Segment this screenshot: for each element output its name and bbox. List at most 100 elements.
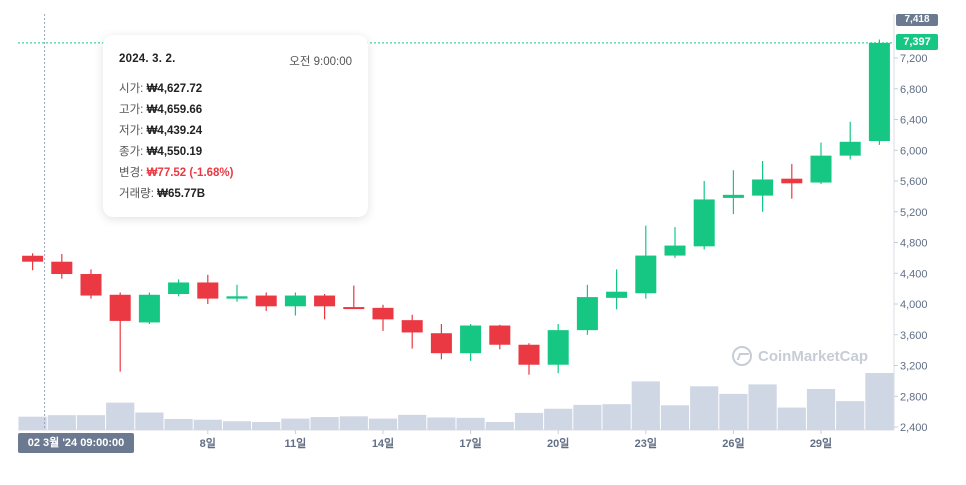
y-tick-label: 6,400 (900, 115, 928, 127)
y-tick-label: 7,200 (900, 53, 928, 65)
volume-bar (427, 417, 456, 430)
volume-bar (836, 401, 865, 430)
y-tick-label: 5,200 (900, 207, 928, 219)
x-tick-label: 17일 (459, 436, 481, 450)
candle-body (576, 297, 598, 331)
candle-body (138, 294, 160, 323)
tooltip-volume-row: 거래량: ₩65.77B (119, 185, 205, 201)
volume-bar (310, 417, 339, 430)
ohlc-tooltip: 2024. 3. 2. 오전 9:00:00 시가: ₩4,627.72 고가:… (103, 35, 368, 217)
coinmarketcap-logo-icon (732, 346, 752, 366)
candle-body (810, 155, 832, 183)
y-tick-label: 4,000 (900, 299, 928, 311)
volume-bar (135, 412, 164, 430)
candle-body (606, 291, 628, 298)
candle-body (372, 307, 394, 320)
volume-bar (252, 422, 281, 430)
x-tick-label: 8일 (200, 436, 216, 450)
volume-bar (777, 407, 806, 430)
high-label: 고가: (119, 104, 144, 116)
y-tick-label: 3,600 (900, 330, 928, 342)
low-value: ₩4,439.24 (146, 125, 203, 137)
x-tick-label: 29일 (810, 436, 832, 450)
volume-bar (690, 386, 719, 430)
high-value: ₩4,659.66 (146, 104, 203, 116)
candle-body (51, 261, 73, 275)
tooltip-time: 오전 9:00:00 (289, 56, 352, 68)
x-tick-label: 23일 (635, 436, 657, 450)
volume-bar (281, 418, 310, 430)
candle-body (489, 325, 511, 345)
candle-body (839, 141, 861, 156)
candle-body (752, 179, 774, 196)
volume-bar (106, 402, 135, 430)
change-label: 변경: (119, 167, 144, 179)
volume-bar (602, 404, 631, 430)
y-tick-label: 4,800 (900, 238, 928, 250)
candle-body (781, 178, 803, 184)
candle-body (255, 295, 277, 307)
candle-body (168, 282, 190, 295)
y-tick-label: 2,400 (900, 422, 928, 434)
tooltip-close-row: 종가: ₩4,550.19 (119, 143, 202, 159)
candle-body (664, 245, 686, 256)
volume-label: 거래량: (119, 188, 154, 200)
x-tick-label: 14일 (372, 436, 394, 450)
watermark: CoinMarketCap (732, 346, 868, 366)
y-tick-label: 6,000 (900, 145, 928, 157)
candle-body (343, 307, 365, 310)
candle-body (80, 274, 102, 296)
candle-body (518, 344, 540, 365)
upper-price-label: 7,418 (896, 14, 938, 26)
candle-body (197, 282, 219, 299)
volume-bar (748, 384, 777, 430)
volume-bar (865, 373, 894, 430)
x-tick-label: 20일 (547, 436, 569, 450)
volume-bar (368, 418, 398, 430)
volume-bar (573, 404, 602, 430)
tooltip-change-row: 변경: ₩77.52 (-1.68%) (119, 164, 234, 180)
change-value: ₩77.52 (-1.68%) (146, 167, 234, 179)
candle-body (430, 333, 452, 354)
candle-body (547, 330, 569, 365)
current-price-label: 7,397 (896, 34, 938, 50)
crosshair-date-label: 02 3월 '24 09:00:00 (18, 433, 134, 453)
candle-body (226, 296, 248, 299)
volume-bar (514, 412, 544, 430)
candle-body (693, 199, 715, 247)
y-tick-label: 2,800 (900, 391, 928, 403)
volume-bar (193, 419, 222, 430)
tooltip-open-row: 시가: ₩4,627.72 (119, 80, 202, 96)
y-tick-label: 3,200 (900, 361, 928, 373)
volume-bar (76, 415, 106, 430)
volume-bar (485, 422, 514, 430)
candle-body (109, 294, 131, 321)
volume-bar (456, 417, 485, 430)
volume-bar (339, 416, 368, 430)
volume-bar (18, 416, 47, 430)
candle-body (22, 255, 44, 262)
candle-body (284, 295, 306, 307)
volume-bar (398, 414, 427, 430)
volume-bar (222, 421, 252, 430)
candle-body (401, 320, 423, 333)
close-value: ₩4,550.19 (146, 146, 203, 158)
volume-bar (544, 408, 573, 430)
tooltip-low-row: 저가: ₩4,439.24 (119, 122, 202, 138)
volume-bar (631, 381, 660, 430)
candle-body (635, 255, 657, 294)
y-tick-label: 6,800 (900, 84, 928, 96)
volume-bar (660, 405, 690, 430)
x-tick-label: 11일 (285, 436, 307, 450)
tooltip-date: 2024. 3. 2. (119, 53, 176, 65)
y-tick-label: 4,400 (900, 268, 928, 280)
candle-body (868, 42, 890, 142)
volume-bar (164, 418, 193, 430)
y-tick-label: 5,600 (900, 176, 928, 188)
tooltip-high-row: 고가: ₩4,659.66 (119, 101, 202, 117)
watermark-text: CoinMarketCap (758, 347, 869, 365)
volume-bar (47, 415, 76, 430)
low-label: 저가: (119, 125, 144, 137)
volume-bar (719, 393, 748, 430)
